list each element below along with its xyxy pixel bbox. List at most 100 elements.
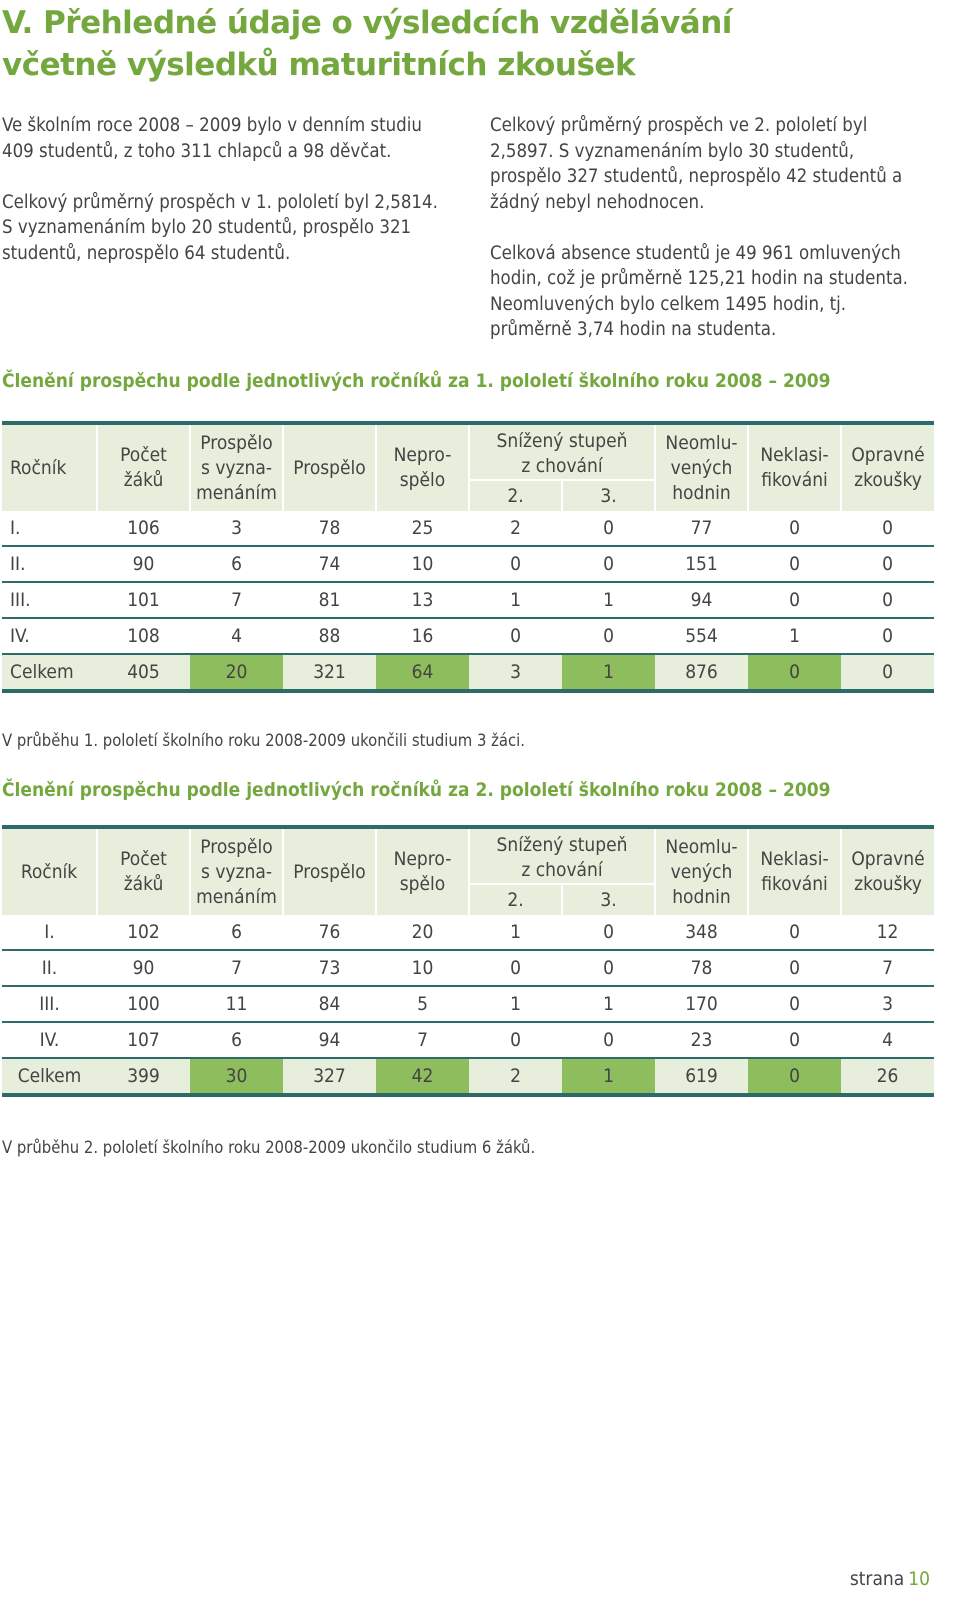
row-label: II. xyxy=(2,950,97,987)
table-cell: 0 xyxy=(469,618,562,655)
footer-label: strana xyxy=(849,1568,905,1590)
table-row: II. 90 6 74 10 0 0 151 0 0 xyxy=(2,546,934,583)
table-cell: 0 xyxy=(562,1022,655,1059)
total-cell: 0 xyxy=(748,1058,841,1097)
table-row: I. 106 3 78 25 2 0 77 0 0 xyxy=(2,511,934,547)
table-cell: 7 xyxy=(841,950,934,987)
header-vyznam: Prospělo s vyzna-menáním xyxy=(190,825,284,915)
header-snizeny: Snížený stupeň z chování xyxy=(469,421,656,481)
table1-note: V průběhu 1. pololetí školního roku 2008… xyxy=(2,731,526,750)
header-rocnik: Ročník xyxy=(2,825,98,915)
header-vyznam: Prospělo s vyzna-menáním xyxy=(190,421,284,511)
page-number: 10 xyxy=(908,1568,930,1590)
total-cell: 2 xyxy=(469,1058,562,1097)
row-label: IV. xyxy=(2,618,97,655)
table-cell: 13 xyxy=(376,582,469,619)
table-cell: 0 xyxy=(469,546,562,583)
total-cell: 1 xyxy=(562,1058,655,1097)
total-cell: 619 xyxy=(655,1058,748,1097)
table-cell: 108 xyxy=(97,618,190,655)
header-neklas: Neklasi-fikováni xyxy=(748,421,842,511)
header-sub-3: 3. xyxy=(562,480,656,511)
row-label: I. xyxy=(2,511,97,547)
total-label: Celkem xyxy=(2,1058,97,1097)
header-neklas: Neklasi-fikováni xyxy=(748,825,842,915)
intro-right-column: Celkový průměrný prospěch ve 2. pololetí… xyxy=(490,113,910,368)
table-cell: 0 xyxy=(562,511,655,547)
total-cell: 1 xyxy=(562,654,655,693)
table-cell: 102 xyxy=(97,915,190,951)
total-cell: 0 xyxy=(748,654,841,693)
table-cell: 151 xyxy=(655,546,748,583)
table-cell: 2 xyxy=(469,511,562,547)
table-cell: 81 xyxy=(283,582,376,619)
table-cell: 554 xyxy=(655,618,748,655)
total-cell: 64 xyxy=(376,654,469,693)
intro-left-column: Ve školním roce 2008 – 2009 bylo v denní… xyxy=(2,113,442,292)
page-footer: strana 10 xyxy=(850,1568,930,1590)
table-cell: 1 xyxy=(469,582,562,619)
table-cell: 76 xyxy=(283,915,376,951)
header-neomluv: Neomlu-vených hodnin xyxy=(655,825,749,915)
table-cell: 16 xyxy=(376,618,469,655)
table-cell: 1 xyxy=(469,915,562,951)
results-table-semester-2: Ročník Počet žáků Prospělo s vyzna-menáním… xyxy=(2,825,934,1097)
table-cell: 3 xyxy=(841,986,934,1023)
table-cell: 25 xyxy=(376,511,469,547)
table-cell: 0 xyxy=(469,950,562,987)
row-label: III. xyxy=(2,986,97,1023)
table-cell: 348 xyxy=(655,915,748,951)
table-cell: 0 xyxy=(748,511,841,547)
table-cell: 100 xyxy=(97,986,190,1023)
total-cell: 327 xyxy=(283,1058,376,1097)
table-cell: 6 xyxy=(190,546,283,583)
table-cell: 0 xyxy=(841,582,934,619)
table-cell: 6 xyxy=(190,915,283,951)
row-label: III. xyxy=(2,582,97,619)
total-cell: 20 xyxy=(190,654,283,693)
table-cell: 90 xyxy=(97,950,190,987)
table-cell: 0 xyxy=(562,950,655,987)
table-cell: 1 xyxy=(748,618,841,655)
row-label: IV. xyxy=(2,1022,97,1059)
table-cell: 7 xyxy=(190,950,283,987)
title-line-2: včetně výsledků maturitních zkoušek xyxy=(2,47,636,83)
table-cell: 1 xyxy=(562,986,655,1023)
results-table-semester-1: Ročník Počet žáků Prospělo s vyzna-menáním… xyxy=(2,421,934,693)
table-cell: 0 xyxy=(562,915,655,951)
total-cell: 876 xyxy=(655,654,748,693)
header-pocet: Počet žáků xyxy=(97,421,191,511)
table-cell: 3 xyxy=(190,511,283,547)
table-cell: 88 xyxy=(283,618,376,655)
table-cell: 12 xyxy=(841,915,934,951)
table-cell: 74 xyxy=(283,546,376,583)
table-cell: 73 xyxy=(283,950,376,987)
table-cell: 7 xyxy=(376,1022,469,1059)
table-cell: 101 xyxy=(97,582,190,619)
table-row: III. 100 11 84 5 1 1 170 0 3 xyxy=(2,986,934,1023)
row-label: II. xyxy=(2,546,97,583)
table-row: IV. 108 4 88 16 0 0 554 1 0 xyxy=(2,618,934,655)
intro-paragraph: Celkový průměrný prospěch ve 2. pololetí… xyxy=(490,115,903,213)
table-cell: 107 xyxy=(97,1022,190,1059)
table-cell: 6 xyxy=(190,1022,283,1059)
table-cell: 0 xyxy=(562,618,655,655)
table-cell: 0 xyxy=(748,1022,841,1059)
table-cell: 78 xyxy=(283,511,376,547)
table-cell: 0 xyxy=(841,546,934,583)
table-cell: 0 xyxy=(748,582,841,619)
row-label: I. xyxy=(2,915,97,951)
table-cell: 4 xyxy=(190,618,283,655)
table-cell: 23 xyxy=(655,1022,748,1059)
header-rocnik: Ročník xyxy=(2,421,98,511)
table-cell: 0 xyxy=(748,915,841,951)
table-cell: 4 xyxy=(841,1022,934,1059)
intro-paragraph: Celková absence studentů je 49 961 omluv… xyxy=(490,242,908,341)
total-cell: 0 xyxy=(841,654,934,693)
total-row: Celkem 399 30 327 42 2 1 619 0 26 xyxy=(2,1058,934,1097)
table-row: II. 90 7 73 10 0 0 78 0 7 xyxy=(2,950,934,987)
table-cell: 94 xyxy=(655,582,748,619)
header-pocet: Počet žáků xyxy=(97,825,191,915)
total-cell: 399 xyxy=(97,1058,190,1097)
table-cell: 0 xyxy=(562,546,655,583)
